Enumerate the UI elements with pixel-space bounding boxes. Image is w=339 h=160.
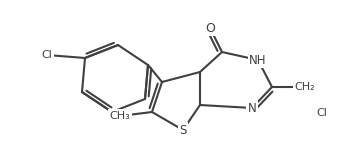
Text: O: O [205,21,215,35]
Text: S: S [179,124,187,136]
Text: NH: NH [249,53,267,67]
Text: CH₃: CH₃ [109,111,131,121]
Text: CH₂: CH₂ [295,82,315,92]
Text: Cl: Cl [317,108,327,118]
Text: Cl: Cl [42,50,53,60]
Text: N: N [247,101,256,115]
